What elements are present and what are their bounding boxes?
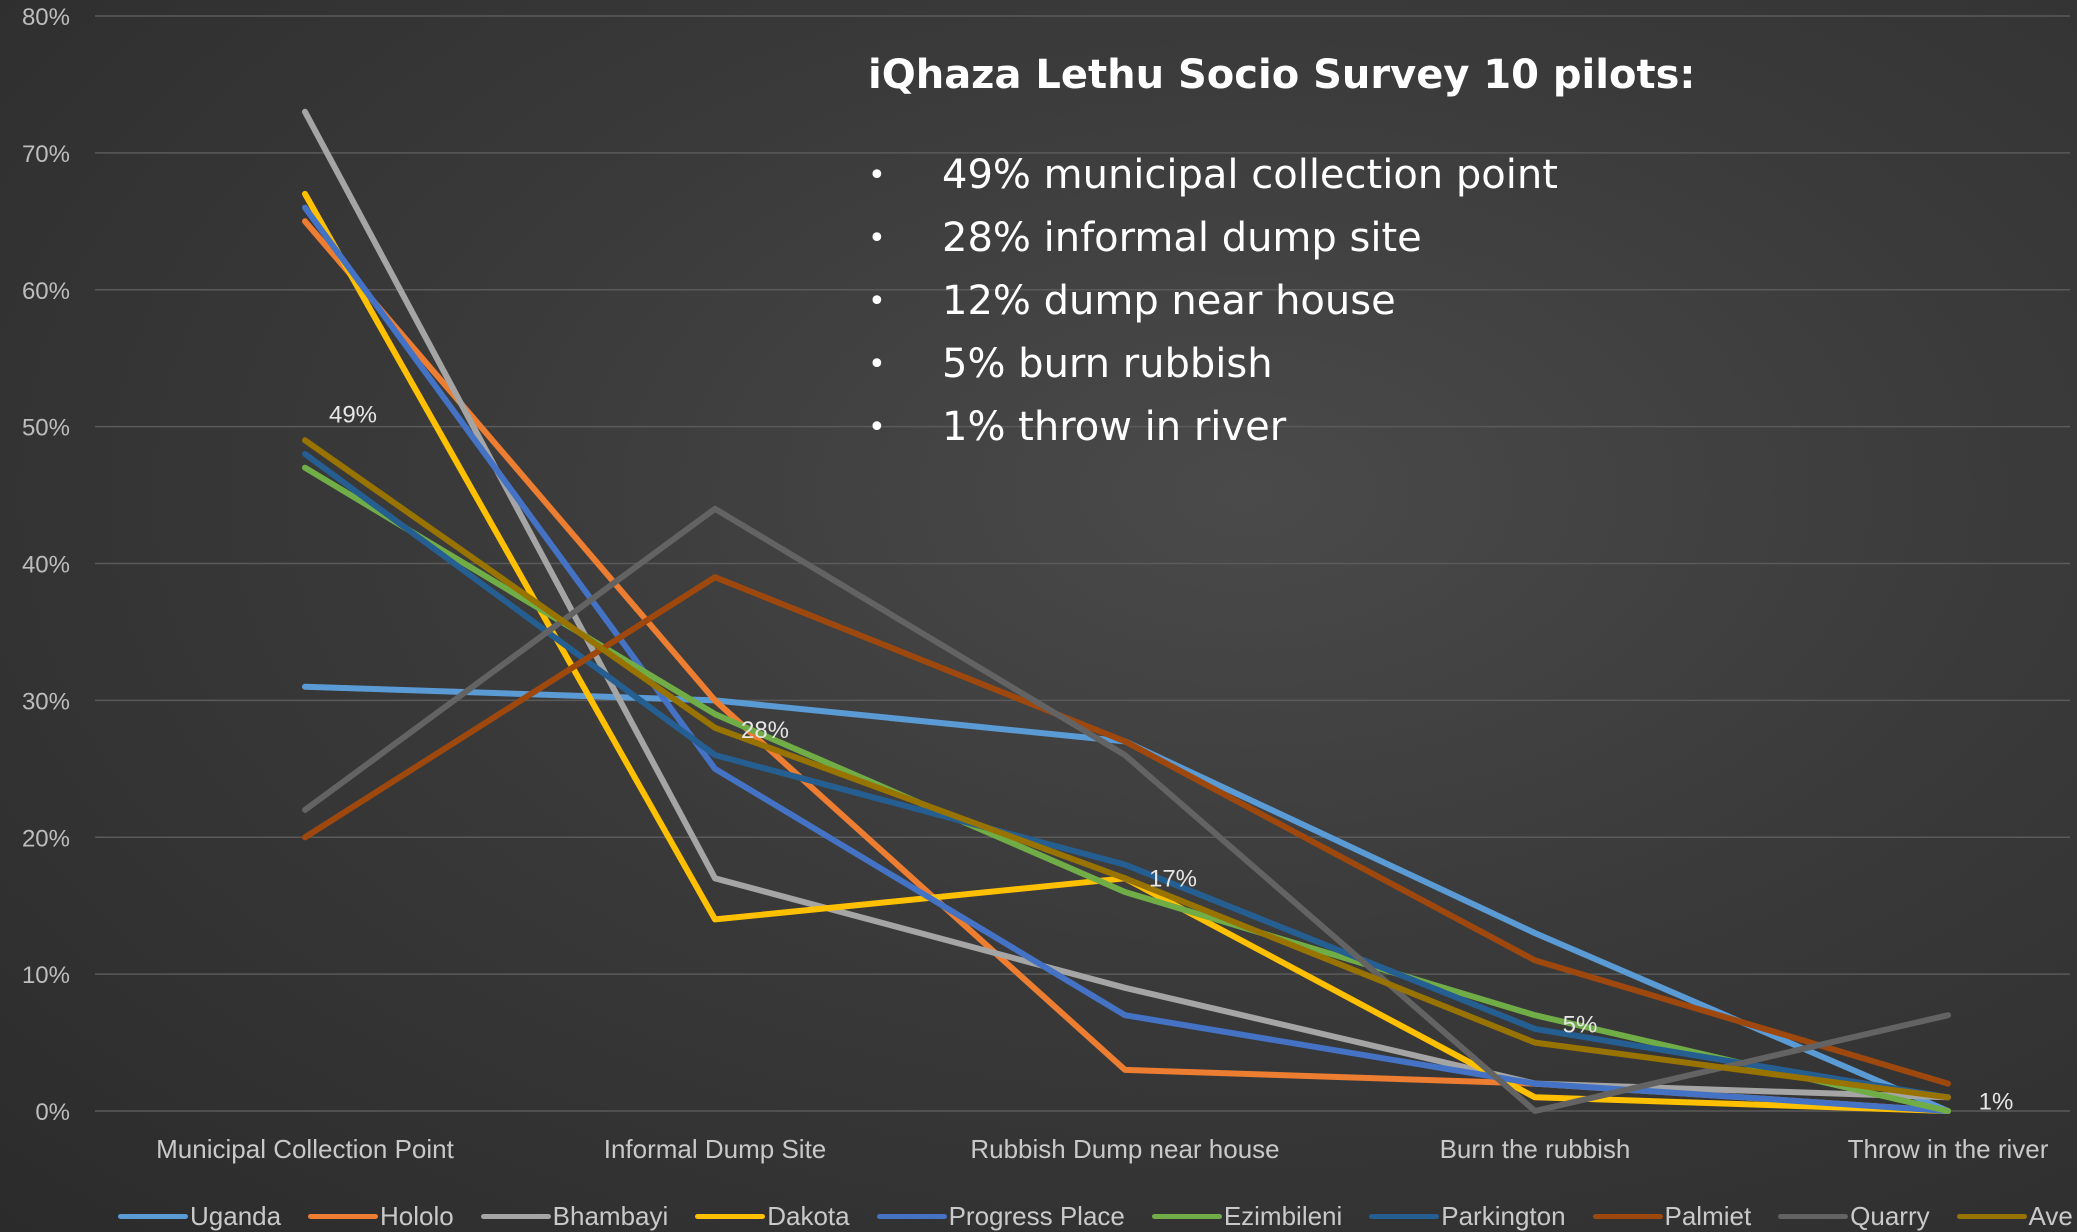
x-tick-label: Throw in the river [1848,1134,2049,1164]
legend-label: Hololo [380,1200,454,1231]
legend-swatch [1592,1213,1663,1219]
legend-label: Quarry [1850,1200,1930,1231]
y-tick-label: 30% [22,688,70,715]
callout-bullet: 5% burn rubbish [868,333,1968,396]
x-tick-label: Burn the rubbish [1440,1134,1631,1164]
data-label: 28% [741,717,789,744]
data-label: 49% [329,401,377,428]
data-label: 1% [1979,1088,2014,1115]
legend-label: Ave [2028,1200,2073,1231]
data-label: 17% [1149,865,1197,892]
y-tick-label: 70% [22,141,70,168]
legend-item: Quarry [1778,1200,1930,1232]
callout-bullet: 1% throw in river [868,396,1968,459]
y-tick-label: 80% [22,4,70,31]
legend-label: Ezimbileni [1223,1200,1343,1231]
series-line [302,574,1951,1087]
legend-label: Uganda [190,1200,282,1231]
data-label: 5% [1563,1012,1598,1039]
series-line [302,437,1951,1101]
x-tick-label: Municipal Collection Point [156,1134,454,1164]
series-line [302,505,1951,1114]
y-tick-label: 10% [22,962,70,989]
legend-item: Hololo [308,1201,454,1232]
series-line [302,204,1951,1114]
legend-swatch [1956,1213,2027,1219]
callout-bullet: 49% municipal collection point [868,144,1968,207]
legend-item: Uganda [118,1201,281,1232]
legend-label: Progress Place [948,1200,1125,1231]
callout-bullet: 28% informal dump site [868,207,1968,270]
legend-item: Bhambayi [480,1200,669,1232]
legend-swatch [695,1213,766,1219]
series-line [302,451,1951,1101]
legend-swatch [1151,1213,1222,1219]
y-tick-label: 40% [22,552,70,579]
legend-item: Palmiet [1592,1200,1752,1232]
legend-label: Bhambayi [552,1200,669,1231]
legend-swatch [1369,1213,1440,1219]
x-tick-label: Rubbish Dump near house [970,1134,1279,1164]
y-tick-label: 60% [22,278,70,305]
legend-swatch [1778,1213,1849,1219]
y-tick-label: 50% [22,415,70,442]
legend-item: Ave [1956,1200,2073,1232]
legend-swatch [876,1213,947,1219]
callout-list: 49% municipal collection point 28% infor… [868,144,1968,459]
survey-callout: iQhaza Lethu Socio Survey 10 pilots: 49%… [868,52,1968,459]
y-tick-label: 20% [22,825,70,852]
legend-label: Parkington [1441,1200,1566,1231]
chart-legend: Uganda Hololo Bhambayi Dakota Progress Place… [118,1200,2073,1232]
legend-item: Progress Place [876,1200,1125,1232]
legend-item: Dakota [695,1200,850,1232]
y-tick-label: 0% [35,1099,70,1126]
callout-bullet: 12% dump near house [868,270,1968,333]
legend-label: Palmiet [1664,1200,1752,1231]
callout-title: iQhaza Lethu Socio Survey 10 pilots: [868,52,1696,98]
legend-swatch [118,1213,188,1219]
legend-item: Ezimbileni [1151,1200,1343,1232]
x-tick-label: Informal Dump Site [604,1134,827,1164]
series-line [302,108,1951,1101]
legend-swatch [308,1213,379,1219]
legend-item: Parkington [1369,1200,1566,1232]
legend-label: Dakota [767,1200,850,1231]
series-line [302,683,1951,1114]
legend-swatch [480,1213,551,1219]
